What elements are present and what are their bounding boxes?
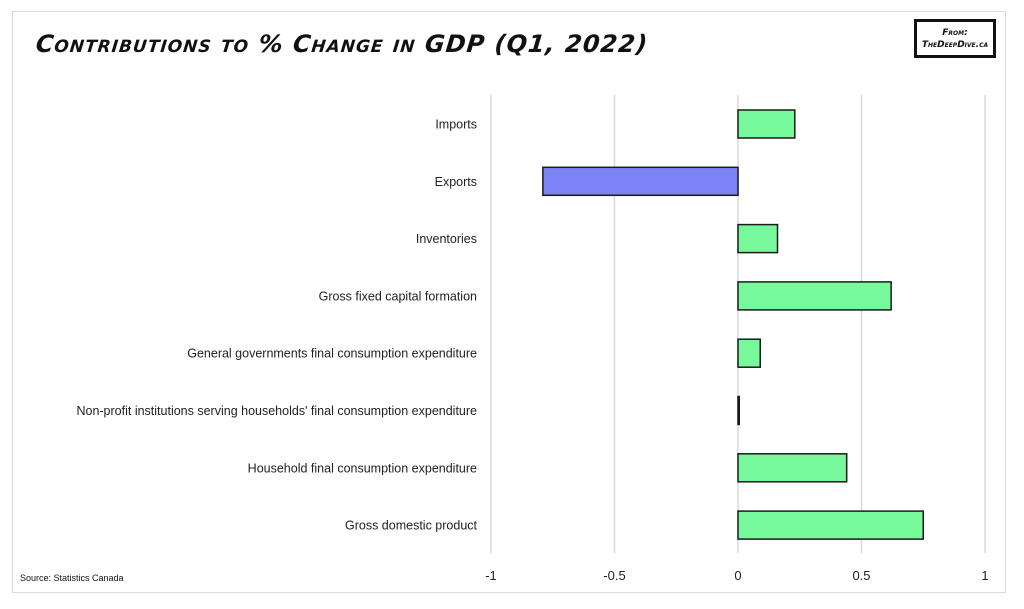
category-label: Exports (435, 175, 477, 189)
category-label: General governments final consumption ex… (187, 347, 477, 361)
x-tick-labels: -1 -0.5 0 0.5 1 (485, 568, 988, 583)
bar (737, 338, 761, 368)
x-tick-label: 0 (734, 568, 741, 583)
bar (737, 223, 779, 254)
x-tick-label: -1 (485, 568, 497, 583)
x-tick-label: -0.5 (603, 568, 625, 583)
bar (737, 453, 848, 483)
x-tick-label: 0.5 (852, 568, 870, 583)
bar (737, 510, 924, 540)
bars (542, 109, 924, 540)
bar (737, 109, 796, 139)
category-label: Household final consumption expenditure (248, 461, 477, 475)
badge-line-1: From: (942, 28, 968, 38)
bar (737, 395, 740, 426)
category-label: Inventories (416, 232, 477, 246)
x-tick-label: 1 (981, 568, 988, 583)
category-label: Gross fixed capital formation (319, 289, 477, 303)
bar (542, 166, 739, 197)
category-label: Gross domestic product (345, 519, 478, 533)
gridlines (490, 95, 986, 553)
category-label: Imports (435, 118, 477, 132)
bar (737, 281, 892, 311)
category-label: Non-profit institutions serving househol… (76, 404, 477, 418)
category-labels: Imports Exports Inventories Gross fixed cap… (76, 118, 477, 533)
source-badge: From: TheDeepDive.ca (914, 19, 996, 58)
badge-line-2: TheDeepDive.ca (921, 40, 989, 50)
source-note: Source: Statistics Canada (20, 573, 124, 583)
